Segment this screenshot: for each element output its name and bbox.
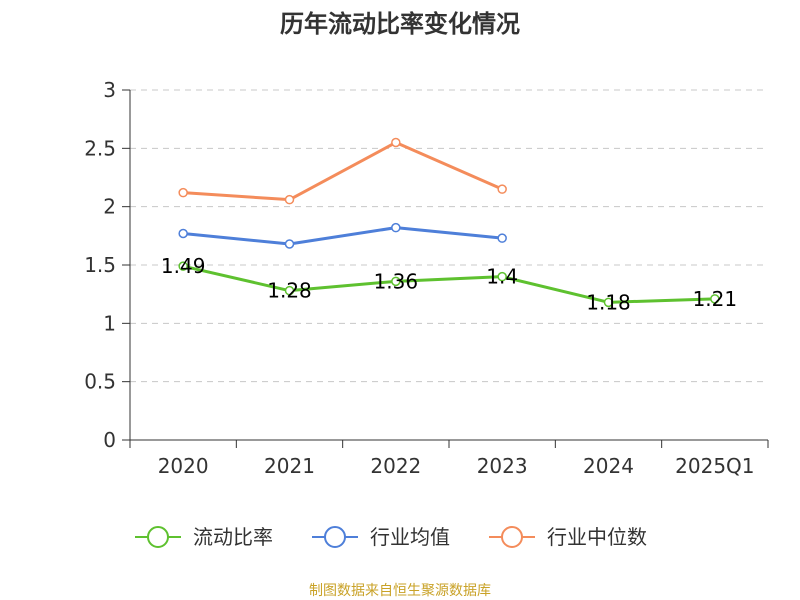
- y-tick-label: 1: [103, 311, 116, 335]
- series-2: [178, 137, 507, 205]
- data-label: 1.4: [486, 265, 518, 289]
- data-point: [391, 276, 401, 287]
- y-tick-label: 0.5: [84, 370, 116, 394]
- data-point: [284, 194, 295, 205]
- data-point: [178, 187, 188, 198]
- chart-title: 历年流动比率变化情况: [280, 10, 520, 38]
- x-tick-label: 2021: [264, 454, 315, 478]
- legend-marker: [324, 526, 346, 548]
- x-tick-label: 2020: [158, 454, 209, 478]
- data-point: [178, 261, 188, 271]
- legend: 流动比率 行业均值 行业中位数: [135, 525, 647, 549]
- series-0: 1.49 1.28 1.36 1.4 1.18 1.21: [161, 254, 737, 314]
- data-label: 1.36: [374, 269, 419, 293]
- data-point: [391, 222, 401, 233]
- y-tick-label: 2: [103, 195, 116, 219]
- x-tick-label: 2023: [477, 454, 528, 478]
- data-label: 1.21: [693, 287, 738, 311]
- axes: 0 0.5 1 1.5 2 2.5 3 2020 2021 2022 2023 2024 2025Q1: [84, 78, 769, 478]
- data-point: [497, 233, 507, 243]
- legend-label: 行业中位数: [547, 525, 647, 549]
- data-point: [284, 285, 295, 296]
- legend-item-2: 行业中位数: [489, 525, 647, 549]
- legend-label: 行业均值: [370, 525, 450, 549]
- data-label: 1.28: [267, 279, 312, 303]
- data-point: [178, 228, 188, 239]
- grid-lines: [130, 89, 768, 383]
- data-point: [391, 137, 401, 148]
- data-point: [603, 297, 614, 308]
- legend-marker: [501, 526, 523, 548]
- y-tick-label: 2.5: [84, 136, 116, 160]
- x-tick-label: 2025Q1: [675, 454, 754, 478]
- series-1: [178, 222, 507, 249]
- series-line: [183, 226, 503, 246]
- series-line: [183, 141, 503, 202]
- series-layer: 1.49 1.28 1.36 1.4 1.18 1.21: [161, 137, 737, 314]
- legend-item-0: 流动比率: [135, 525, 273, 549]
- legend-marker: [147, 526, 169, 548]
- legend-label: 流动比率: [193, 525, 273, 549]
- data-label: 1.49: [161, 254, 206, 278]
- y-tick-label: 1.5: [84, 253, 116, 277]
- data-point: [497, 271, 507, 282]
- legend-item-1: 行业均值: [312, 525, 450, 549]
- data-point: [284, 239, 295, 249]
- data-point: [497, 184, 507, 194]
- series-line: [182, 264, 715, 304]
- x-tick-label: 2022: [370, 454, 421, 478]
- source-note: 制图数据来自恒生聚源数据库: [309, 583, 491, 599]
- x-tick-label: 2024: [583, 454, 634, 478]
- data-point: [710, 294, 720, 304]
- y-tick-label: 3: [103, 78, 116, 102]
- y-tick-label: 0: [103, 428, 116, 452]
- data-label: 1.18: [586, 290, 631, 314]
